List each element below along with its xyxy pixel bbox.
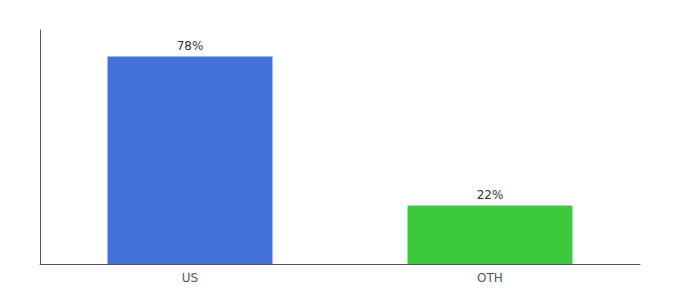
svg-text:OTH: OTH — [477, 271, 503, 285]
svg-text:78%: 78% — [177, 39, 204, 53]
svg-text:22%: 22% — [477, 188, 504, 202]
svg-text:US: US — [182, 271, 198, 285]
